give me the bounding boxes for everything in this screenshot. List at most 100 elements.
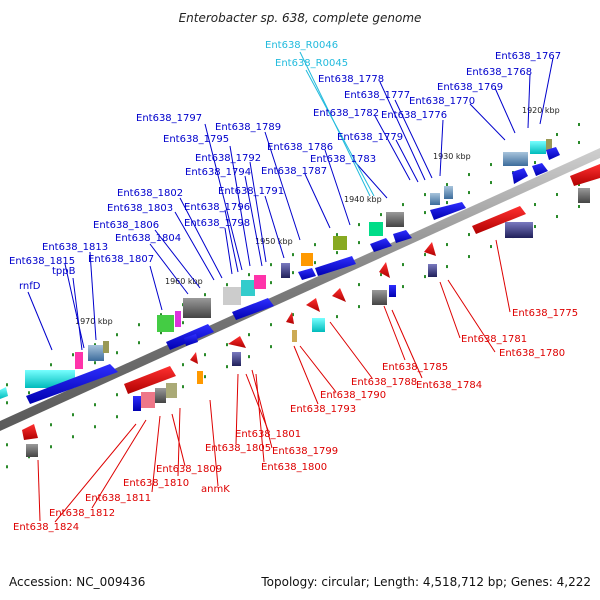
ruler-dot <box>380 213 382 217</box>
gene-arrow <box>22 424 38 440</box>
ruler-dot <box>446 265 448 269</box>
gene-label[interactable]: Ent638_1778 <box>318 74 384 85</box>
gene-label[interactable]: Ent638_1780 <box>499 348 565 359</box>
gene-label[interactable]: Ent638_1789 <box>215 122 281 133</box>
ruler-dot <box>50 445 52 449</box>
gene-label[interactable]: Ent638_1798 <box>184 218 250 229</box>
gene-label[interactable]: Ent638_1802 <box>117 188 183 199</box>
gene-block <box>546 139 552 151</box>
gene-label[interactable]: Ent638_1799 <box>272 446 338 457</box>
gene-label[interactable]: Ent638_R0046 <box>265 40 338 51</box>
gene-label[interactable]: Ent638_1794 <box>185 167 251 178</box>
ruler-dot <box>578 123 580 127</box>
gene-label[interactable]: Ent638_R0045 <box>275 58 348 69</box>
ruler-dot <box>94 361 96 365</box>
genome-summary-text: Topology: circular; Length: 4,518,712 bp… <box>260 575 591 589</box>
gene-label[interactable]: Ent638_1786 <box>267 142 333 153</box>
gene-arrow <box>472 206 526 234</box>
gene-block <box>389 285 396 297</box>
gene-label[interactable]: Ent638_1768 <box>466 67 532 78</box>
gene-label[interactable]: Ent638_1806 <box>93 220 159 231</box>
gene-block <box>197 371 203 384</box>
gene-arrow <box>228 336 246 348</box>
ruler-dot <box>6 383 8 387</box>
gene-label[interactable]: Ent638_1776 <box>381 110 447 121</box>
gene-block <box>183 298 211 318</box>
gene-label[interactable]: Ent638_1797 <box>136 113 202 124</box>
gene-label[interactable]: Ent638_1811 <box>85 493 151 504</box>
gene-label[interactable]: Ent638_1790 <box>320 390 386 401</box>
gene-label[interactable]: Ent638_1807 <box>88 254 154 265</box>
gene-label[interactable]: Ent638_1779 <box>337 132 403 143</box>
gene-label[interactable]: Ent638_1785 <box>382 362 448 373</box>
gene-label[interactable]: Ent638_1813 <box>42 242 108 253</box>
gene-label[interactable]: Ent638_1809 <box>156 464 222 475</box>
gene-block <box>372 290 387 305</box>
ruler-dot <box>468 191 470 195</box>
ruler-dot <box>6 465 8 469</box>
gene-label[interactable]: Ent638_1787 <box>261 166 327 177</box>
ruler-dot <box>226 365 228 369</box>
gene-label[interactable]: Ent638_1791 <box>218 186 284 197</box>
gene-label[interactable]: tppB <box>52 266 76 277</box>
gene-arrow <box>570 164 600 186</box>
reverse-gene-labels: Ent638_1775 Ent638_1781 Ent638_1780 Ent6… <box>13 308 578 533</box>
ruler-dot <box>72 353 74 357</box>
gene-label[interactable]: rnfD <box>19 281 41 292</box>
gene-label[interactable]: Ent638_1788 <box>351 377 417 388</box>
ruler-dot <box>72 435 74 439</box>
gene-label[interactable]: Ent638_1815 <box>9 256 75 267</box>
gene-block <box>505 222 533 238</box>
gene-block <box>428 264 437 277</box>
gene-arrow <box>332 288 346 302</box>
gene-label[interactable]: Ent638_1796 <box>184 202 250 213</box>
gene-label[interactable]: Ent638_1783 <box>310 154 376 165</box>
gene-arrow <box>512 168 528 184</box>
gene-label[interactable]: Ent638_1782 <box>313 108 379 119</box>
map-title: Enterobacter sp. 638, complete genome <box>179 11 422 25</box>
gene-block <box>241 280 255 296</box>
gene-arrow <box>370 238 392 252</box>
ruler-dot <box>270 281 272 285</box>
gene-block <box>301 253 313 266</box>
gene-label[interactable]: Ent638_1824 <box>13 522 79 533</box>
ruler-dot <box>160 331 162 335</box>
gene-label[interactable]: Ent638_1804 <box>115 233 181 244</box>
gene-arrow <box>532 163 548 176</box>
accession-text: Accession: NC_009436 <box>9 575 145 589</box>
ruler-dot <box>336 315 338 319</box>
ruler-dot <box>182 363 184 367</box>
gene-label[interactable]: Ent638_1812 <box>49 508 115 519</box>
ruler-dot <box>6 401 8 405</box>
ruler-dot <box>534 225 536 229</box>
gene-label[interactable]: Ent638_1792 <box>195 153 261 164</box>
gene-block <box>166 383 177 398</box>
gene-label[interactable]: Ent638_1770 <box>409 96 475 107</box>
ruler-dot <box>116 415 118 419</box>
gene-label[interactable]: Ent638_1781 <box>461 334 527 345</box>
gene-label[interactable]: Ent638_1801 <box>235 429 301 440</box>
gene-label[interactable]: Ent638_1775 <box>512 308 578 319</box>
ruler-dot <box>116 333 118 337</box>
gene-label[interactable]: Ent638_1805 <box>205 443 271 454</box>
ruler-dot <box>314 261 316 265</box>
gene-label[interactable]: Ent638_1793 <box>290 404 356 415</box>
ruler-dot <box>446 243 448 247</box>
gene-arrow <box>306 298 320 312</box>
ruler-dot <box>28 391 30 395</box>
ruler-dot <box>446 201 448 205</box>
gene-arrow <box>315 256 356 276</box>
gene-block <box>133 396 141 411</box>
ruler-dot <box>468 173 470 177</box>
ruler-dot <box>424 253 426 257</box>
gene-label[interactable]: anmK <box>201 484 230 495</box>
gene-block <box>333 236 347 250</box>
gene-label[interactable]: Ent638_1769 <box>437 82 503 93</box>
gene-label[interactable]: Ent638_1784 <box>416 380 482 391</box>
gene-label[interactable]: Ent638_1795 <box>163 134 229 145</box>
gene-label[interactable]: Ent638_1810 <box>123 478 189 489</box>
gene-label[interactable]: Ent638_1777 <box>344 90 410 101</box>
gene-label[interactable]: Ent638_1767 <box>495 51 561 62</box>
gene-label[interactable]: Ent638_1803 <box>107 203 173 214</box>
gene-label[interactable]: Ent638_1800 <box>261 462 327 473</box>
